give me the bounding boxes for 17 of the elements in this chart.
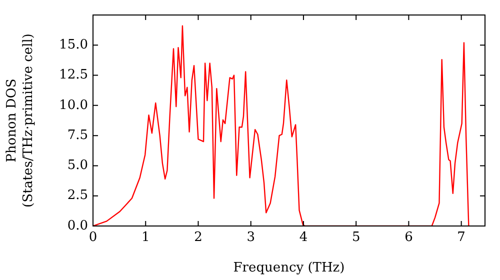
x-tick-label: 3 bbox=[246, 230, 255, 246]
y-tick-label: 15.0 bbox=[59, 38, 88, 53]
x-tick-label: 7 bbox=[457, 230, 466, 246]
y-tick-label: 5.0 bbox=[67, 158, 88, 174]
x-tick-label: 6 bbox=[404, 230, 413, 246]
x-tick-label: 5 bbox=[352, 230, 360, 246]
y-tick-label: 2.5 bbox=[67, 188, 88, 204]
y-tick-label: 12.5 bbox=[59, 68, 88, 83]
y-axis-title: Phonon DOS (States/THz·primitive cell) bbox=[4, 33, 36, 208]
x-tick-label: 2 bbox=[194, 230, 202, 246]
x-axis-title: Frequency (THz) bbox=[233, 260, 345, 276]
y-tick-label: 10.0 bbox=[59, 98, 88, 113]
x-tick-label: 0 bbox=[88, 230, 98, 246]
y-tick-label: 7.5 bbox=[67, 128, 88, 143]
x-tick-label: 1 bbox=[141, 230, 150, 246]
x-tick-label: 4 bbox=[299, 230, 308, 246]
y-tick-label: 0.0 bbox=[67, 218, 88, 234]
